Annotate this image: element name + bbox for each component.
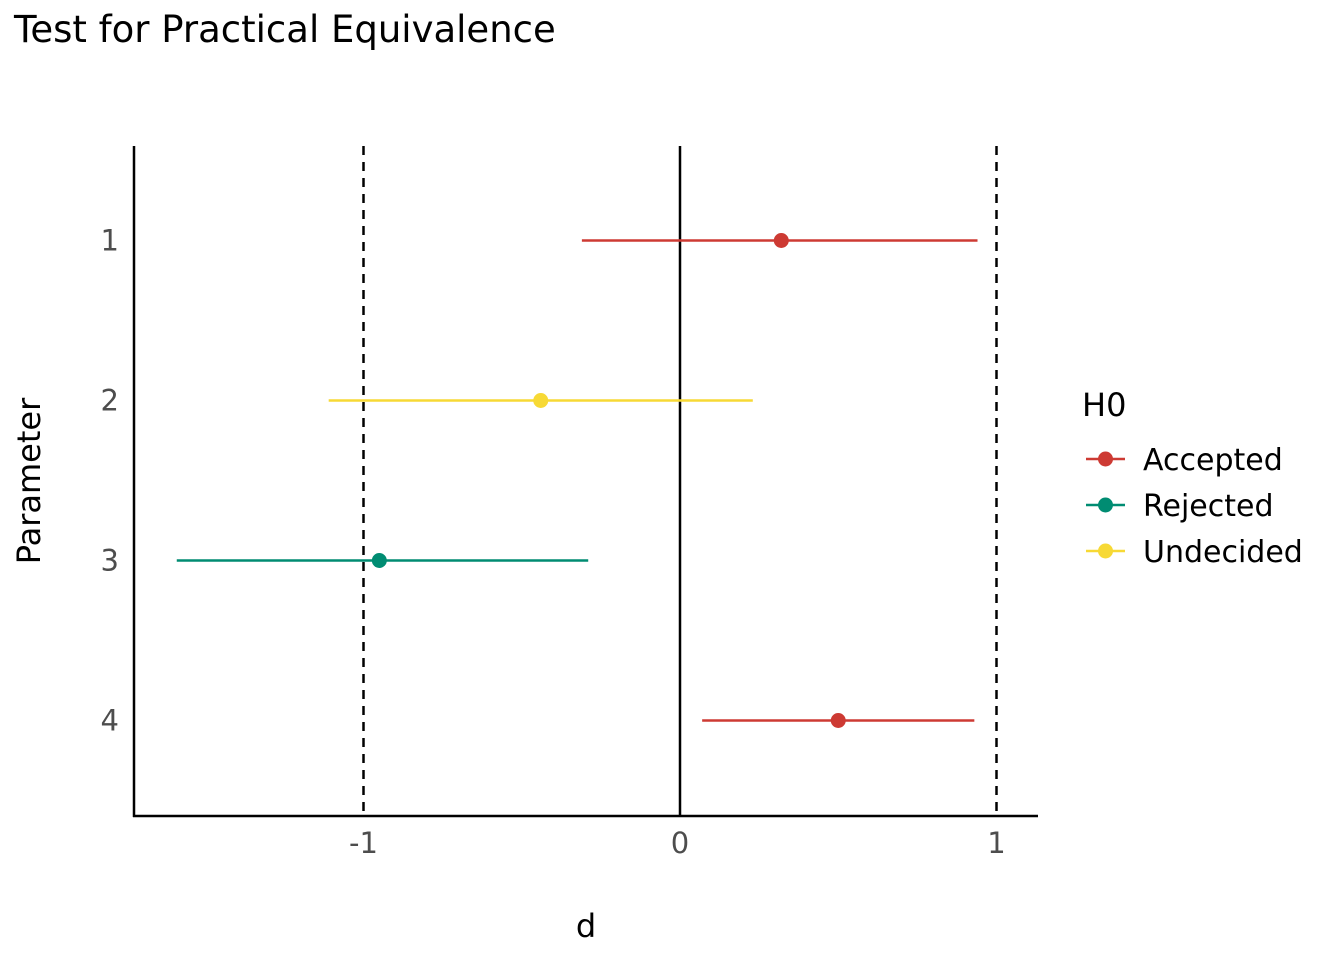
x-tick-labels: -1 0 1 bbox=[349, 826, 1006, 860]
legend-title: H0 bbox=[1082, 386, 1126, 424]
legend-item-undecided: Undecided bbox=[1086, 535, 1303, 570]
legend-item-accepted: Accepted bbox=[1086, 443, 1283, 478]
plot-area: 1 2 3 4 -1 0 1 bbox=[101, 146, 1038, 860]
estimate-point-4 bbox=[830, 713, 846, 728]
x-axis-title: d bbox=[576, 907, 596, 945]
y-tick-label-3: 3 bbox=[101, 544, 119, 578]
legend-label: Rejected bbox=[1143, 489, 1274, 524]
x-tick-label: 0 bbox=[671, 826, 689, 860]
y-tick-labels: 1 2 3 4 bbox=[101, 224, 119, 738]
legend: H0 Accepted Rejected Undecided bbox=[1082, 386, 1303, 570]
legend-key-point bbox=[1098, 451, 1113, 467]
legend-key-point bbox=[1098, 543, 1113, 559]
legend-item-rejected: Rejected bbox=[1086, 489, 1274, 524]
x-tick-label: 1 bbox=[987, 826, 1005, 860]
y-axis-title: Parameter bbox=[10, 397, 48, 564]
legend-key-point bbox=[1098, 497, 1113, 513]
estimate-point-2 bbox=[533, 393, 549, 408]
y-tick-label-4: 4 bbox=[101, 704, 119, 738]
chart-title: Test for Practical Equivalence bbox=[13, 8, 556, 51]
legend-label: Undecided bbox=[1143, 535, 1303, 570]
reference-lines bbox=[362, 146, 998, 816]
estimate-point-1 bbox=[773, 233, 789, 248]
data-marks bbox=[176, 233, 978, 728]
legend-items: Accepted Rejected Undecided bbox=[1086, 443, 1303, 570]
y-tick-label-1: 1 bbox=[101, 224, 119, 258]
estimate-point-3 bbox=[371, 553, 387, 568]
x-tick-label: -1 bbox=[349, 826, 378, 860]
y-tick-label-2: 2 bbox=[101, 384, 119, 418]
legend-label: Accepted bbox=[1143, 443, 1283, 478]
